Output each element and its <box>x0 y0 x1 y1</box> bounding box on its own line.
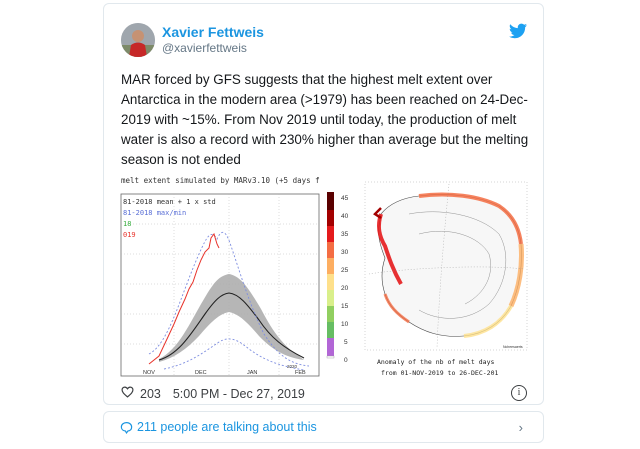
legend-2019: 019 <box>123 231 136 239</box>
author-handle[interactable]: @xavierfettweis <box>162 41 247 55</box>
tweet-footer: 203 5:00 PM - Dec 27, 2019 <box>121 386 305 401</box>
cb-tick-25: 25 <box>341 267 349 274</box>
current-season-line <box>148 232 220 365</box>
chart-title: melt extent simulated by MARv3.10 (+5 da… <box>121 176 320 185</box>
chevron-right-icon[interactable]: › <box>518 420 523 435</box>
twitter-bird-icon[interactable] <box>509 23 527 39</box>
legend-mean: 81-2018 mean + 1 x std <box>123 198 216 206</box>
tweet-media[interactable]: melt extent simulated by MARv3.10 (+5 da… <box>119 174 529 381</box>
conversation-link[interactable]: 211 people are talking about this › <box>103 411 544 443</box>
x-tick-jan: JAN <box>247 370 257 376</box>
min-line <box>163 338 305 371</box>
x-tick-feb: FEB <box>295 370 306 376</box>
cb-tick-40: 40 <box>341 213 349 220</box>
colorbar <box>326 192 335 359</box>
legend-maxmin: 81-2018 max/min <box>123 209 186 217</box>
tweet-timestamp[interactable]: 5:00 PM - Dec 27, 2019 <box>172 386 305 401</box>
author-name[interactable]: Xavier Fettweis <box>162 24 264 40</box>
legend-2018: 18 <box>123 220 131 228</box>
x-tick-dec: DEC <box>195 370 207 376</box>
cb-tick-35: 35 <box>341 231 349 238</box>
std-band <box>159 274 304 362</box>
talking-count[interactable]: 211 people are talking about this <box>137 420 317 434</box>
cb-tick-0: 0 <box>344 357 348 364</box>
antarctica-map: Ncheesaerts <box>364 181 528 351</box>
comment-icon <box>120 421 133 439</box>
tweet-card[interactable]: Xavier Fettweis @xavierfettweis MAR forc… <box>103 3 544 405</box>
map-caption-line2: from 01-NOV-2019 to 26-DEC-201 <box>381 369 498 377</box>
info-icon[interactable]: i <box>511 385 527 401</box>
cb-tick-20: 20 <box>341 285 349 292</box>
map-credit: Ncheesaerts <box>503 345 523 349</box>
heart-icon[interactable] <box>121 386 134 401</box>
x-tick-nov: NOV <box>143 370 155 376</box>
avatar[interactable] <box>121 23 155 57</box>
max-line <box>148 231 310 367</box>
cb-tick-5: 5 <box>344 339 348 346</box>
x-tick-year: 2020 <box>287 364 298 369</box>
like-count[interactable]: 203 <box>140 386 161 401</box>
mean-line <box>158 292 305 361</box>
cb-tick-15: 15 <box>341 303 349 310</box>
map-caption-line1: Anomaly of the nb of melt days <box>377 358 494 366</box>
cb-tick-30: 30 <box>341 249 349 256</box>
tweet-text: MAR forced by GFS suggests that the high… <box>121 72 529 167</box>
cb-tick-45: 45 <box>341 195 349 202</box>
cb-tick-10: 10 <box>341 321 349 328</box>
